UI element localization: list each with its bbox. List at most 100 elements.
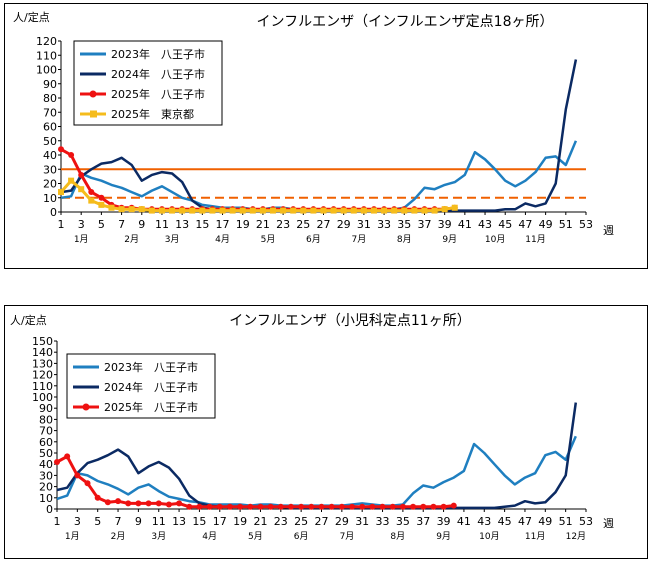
x-tick-label: 3 <box>78 218 85 231</box>
y-tick-label: 100 <box>32 391 53 404</box>
data-point <box>328 503 335 510</box>
x-tick-label: 47 <box>518 218 532 231</box>
month-label: 5月 <box>261 234 276 245</box>
y-tick-label: 80 <box>43 92 57 105</box>
x-tick-label: 51 <box>559 218 573 231</box>
chart-panel-flu-18-sites: インフルエンザ（インフルエンザ定点18ヶ所） 人/定点 週 0 10 20 30 40 5… <box>4 3 648 269</box>
x-tick-label: 53 <box>579 218 593 231</box>
x-tick-label: 1 <box>58 218 65 231</box>
data-point <box>94 494 101 501</box>
x-tick-label: 53 <box>579 515 593 528</box>
data-point <box>381 207 388 214</box>
x-tick-label: 39 <box>437 515 451 528</box>
legend-item: 2023年 八王子市 <box>80 47 205 61</box>
month-label: 6月 <box>306 234 321 245</box>
data-point <box>257 503 264 510</box>
data-point <box>98 194 105 201</box>
data-point <box>350 207 357 214</box>
y-tick-label: 40 <box>39 458 53 471</box>
data-point <box>391 207 398 214</box>
data-point <box>369 503 376 510</box>
data-point <box>226 503 233 510</box>
x-tick-label: 45 <box>498 218 512 231</box>
month-label: 10月 <box>479 531 499 542</box>
month-label: 11月 <box>525 531 545 542</box>
month-label: 10月 <box>485 234 505 245</box>
y-tick-label: 0 <box>50 206 57 219</box>
x-tick-label: 43 <box>478 218 492 231</box>
legend-label: 2023年 八王子市 <box>111 47 205 61</box>
data-point <box>169 207 176 214</box>
data-point <box>196 503 203 510</box>
chart-canvas-1: インフルエンザ（インフルエンザ定点18ヶ所） 人/定点 週 0102030405… <box>13 10 614 245</box>
x-tick-label: 7 <box>118 218 125 231</box>
data-point <box>259 207 266 214</box>
y-tick-label: 120 <box>36 35 57 48</box>
data-point <box>360 207 367 214</box>
y-tick-label: 50 <box>43 135 57 148</box>
data-point <box>88 189 95 196</box>
legend-label: 2024年 八王子市 <box>104 380 198 394</box>
x-tick-label: 5 <box>98 218 105 231</box>
y-tick-label: 110 <box>32 380 53 393</box>
data-point <box>441 206 448 213</box>
month-label: 3月 <box>151 531 166 542</box>
series-series_2025_tokyo <box>58 177 458 214</box>
x-tick-label: 35 <box>396 515 410 528</box>
x-tick-label: 31 <box>355 515 369 528</box>
x-tick-label: 17 <box>216 218 230 231</box>
x-tick-label: 23 <box>274 515 288 528</box>
data-point <box>287 503 294 510</box>
data-point <box>78 171 85 178</box>
data-point <box>78 186 85 193</box>
y-tick-label: 100 <box>36 64 57 77</box>
data-point <box>98 201 105 208</box>
data-point <box>128 206 135 213</box>
data-point <box>219 207 226 214</box>
data-point <box>108 204 115 211</box>
x-tick-label: 33 <box>376 515 390 528</box>
data-point <box>199 207 206 214</box>
data-point <box>229 207 236 214</box>
data-point <box>310 207 317 214</box>
series-line <box>59 179 456 213</box>
data-point <box>338 503 345 510</box>
y-tick-label: 130 <box>32 357 53 370</box>
data-point <box>340 207 347 214</box>
data-point <box>88 197 95 204</box>
y-tick-label: 90 <box>43 78 57 91</box>
chart-title: インフルエンザ（インフルエンザ定点18ヶ所） <box>257 14 554 30</box>
x-tick-label: 25 <box>294 515 308 528</box>
data-point <box>239 207 246 214</box>
data-point <box>54 458 60 465</box>
x-tick-label: 41 <box>457 515 471 528</box>
data-point <box>68 152 75 158</box>
x-tick-label: 11 <box>155 218 169 231</box>
data-point <box>104 499 111 506</box>
data-point <box>280 207 287 214</box>
y-tick-label: 0 <box>46 503 53 516</box>
legend-item: 2025年 八王子市 <box>80 87 205 101</box>
legend-item: 2024年 八王子市 <box>80 67 205 81</box>
chart-title: インフルエンザ（小児科定点11ヶ所） <box>229 313 470 329</box>
x-tick-label: 21 <box>256 218 270 231</box>
x-tick-label: 33 <box>377 218 391 231</box>
y-axis-unit-label: 人/定点 <box>13 10 50 24</box>
y-tick-label: 120 <box>32 369 53 382</box>
x-tick-label: 41 <box>458 218 472 231</box>
data-point <box>58 146 64 153</box>
month-label: 8月 <box>397 234 412 245</box>
data-point <box>349 503 356 510</box>
data-point <box>430 503 437 510</box>
data-point <box>249 207 256 214</box>
month-label: 7月 <box>340 531 355 542</box>
data-point <box>401 207 408 214</box>
y-tick-label: 90 <box>39 402 53 415</box>
y-tick-label: 150 <box>32 335 53 348</box>
y-tick-label: 70 <box>39 425 53 438</box>
x-tick-label: 37 <box>417 218 431 231</box>
legend-label: 2025年 東京都 <box>111 107 194 121</box>
month-label: 1月 <box>65 531 80 542</box>
data-point <box>300 207 307 214</box>
series-series_2025_hachioji <box>58 146 458 213</box>
